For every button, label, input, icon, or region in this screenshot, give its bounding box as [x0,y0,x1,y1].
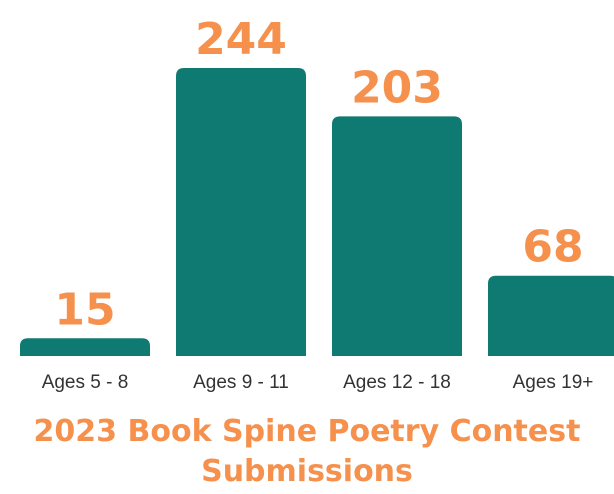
chart-title: 2023 Book Spine Poetry Contest Submissio… [33,414,581,489]
value-label: 15 [54,284,115,335]
bar [176,68,306,356]
x-tick-label: Ages 5 - 8 [42,372,129,393]
bar [20,338,150,356]
value-label: 244 [195,14,287,65]
value-label: 203 [351,62,443,113]
bar [332,116,462,357]
x-tick-label: Ages 12 - 18 [343,372,451,393]
x-tick-label: Ages 19+ [513,372,594,393]
x-tick-label: Ages 9 - 11 [193,372,289,393]
chart: 15 Ages 5 - 8 244 Ages 9 - 11 203 Ages 12 - 1… [20,14,614,393]
bar [488,275,614,356]
value-label: 68 [522,222,583,273]
